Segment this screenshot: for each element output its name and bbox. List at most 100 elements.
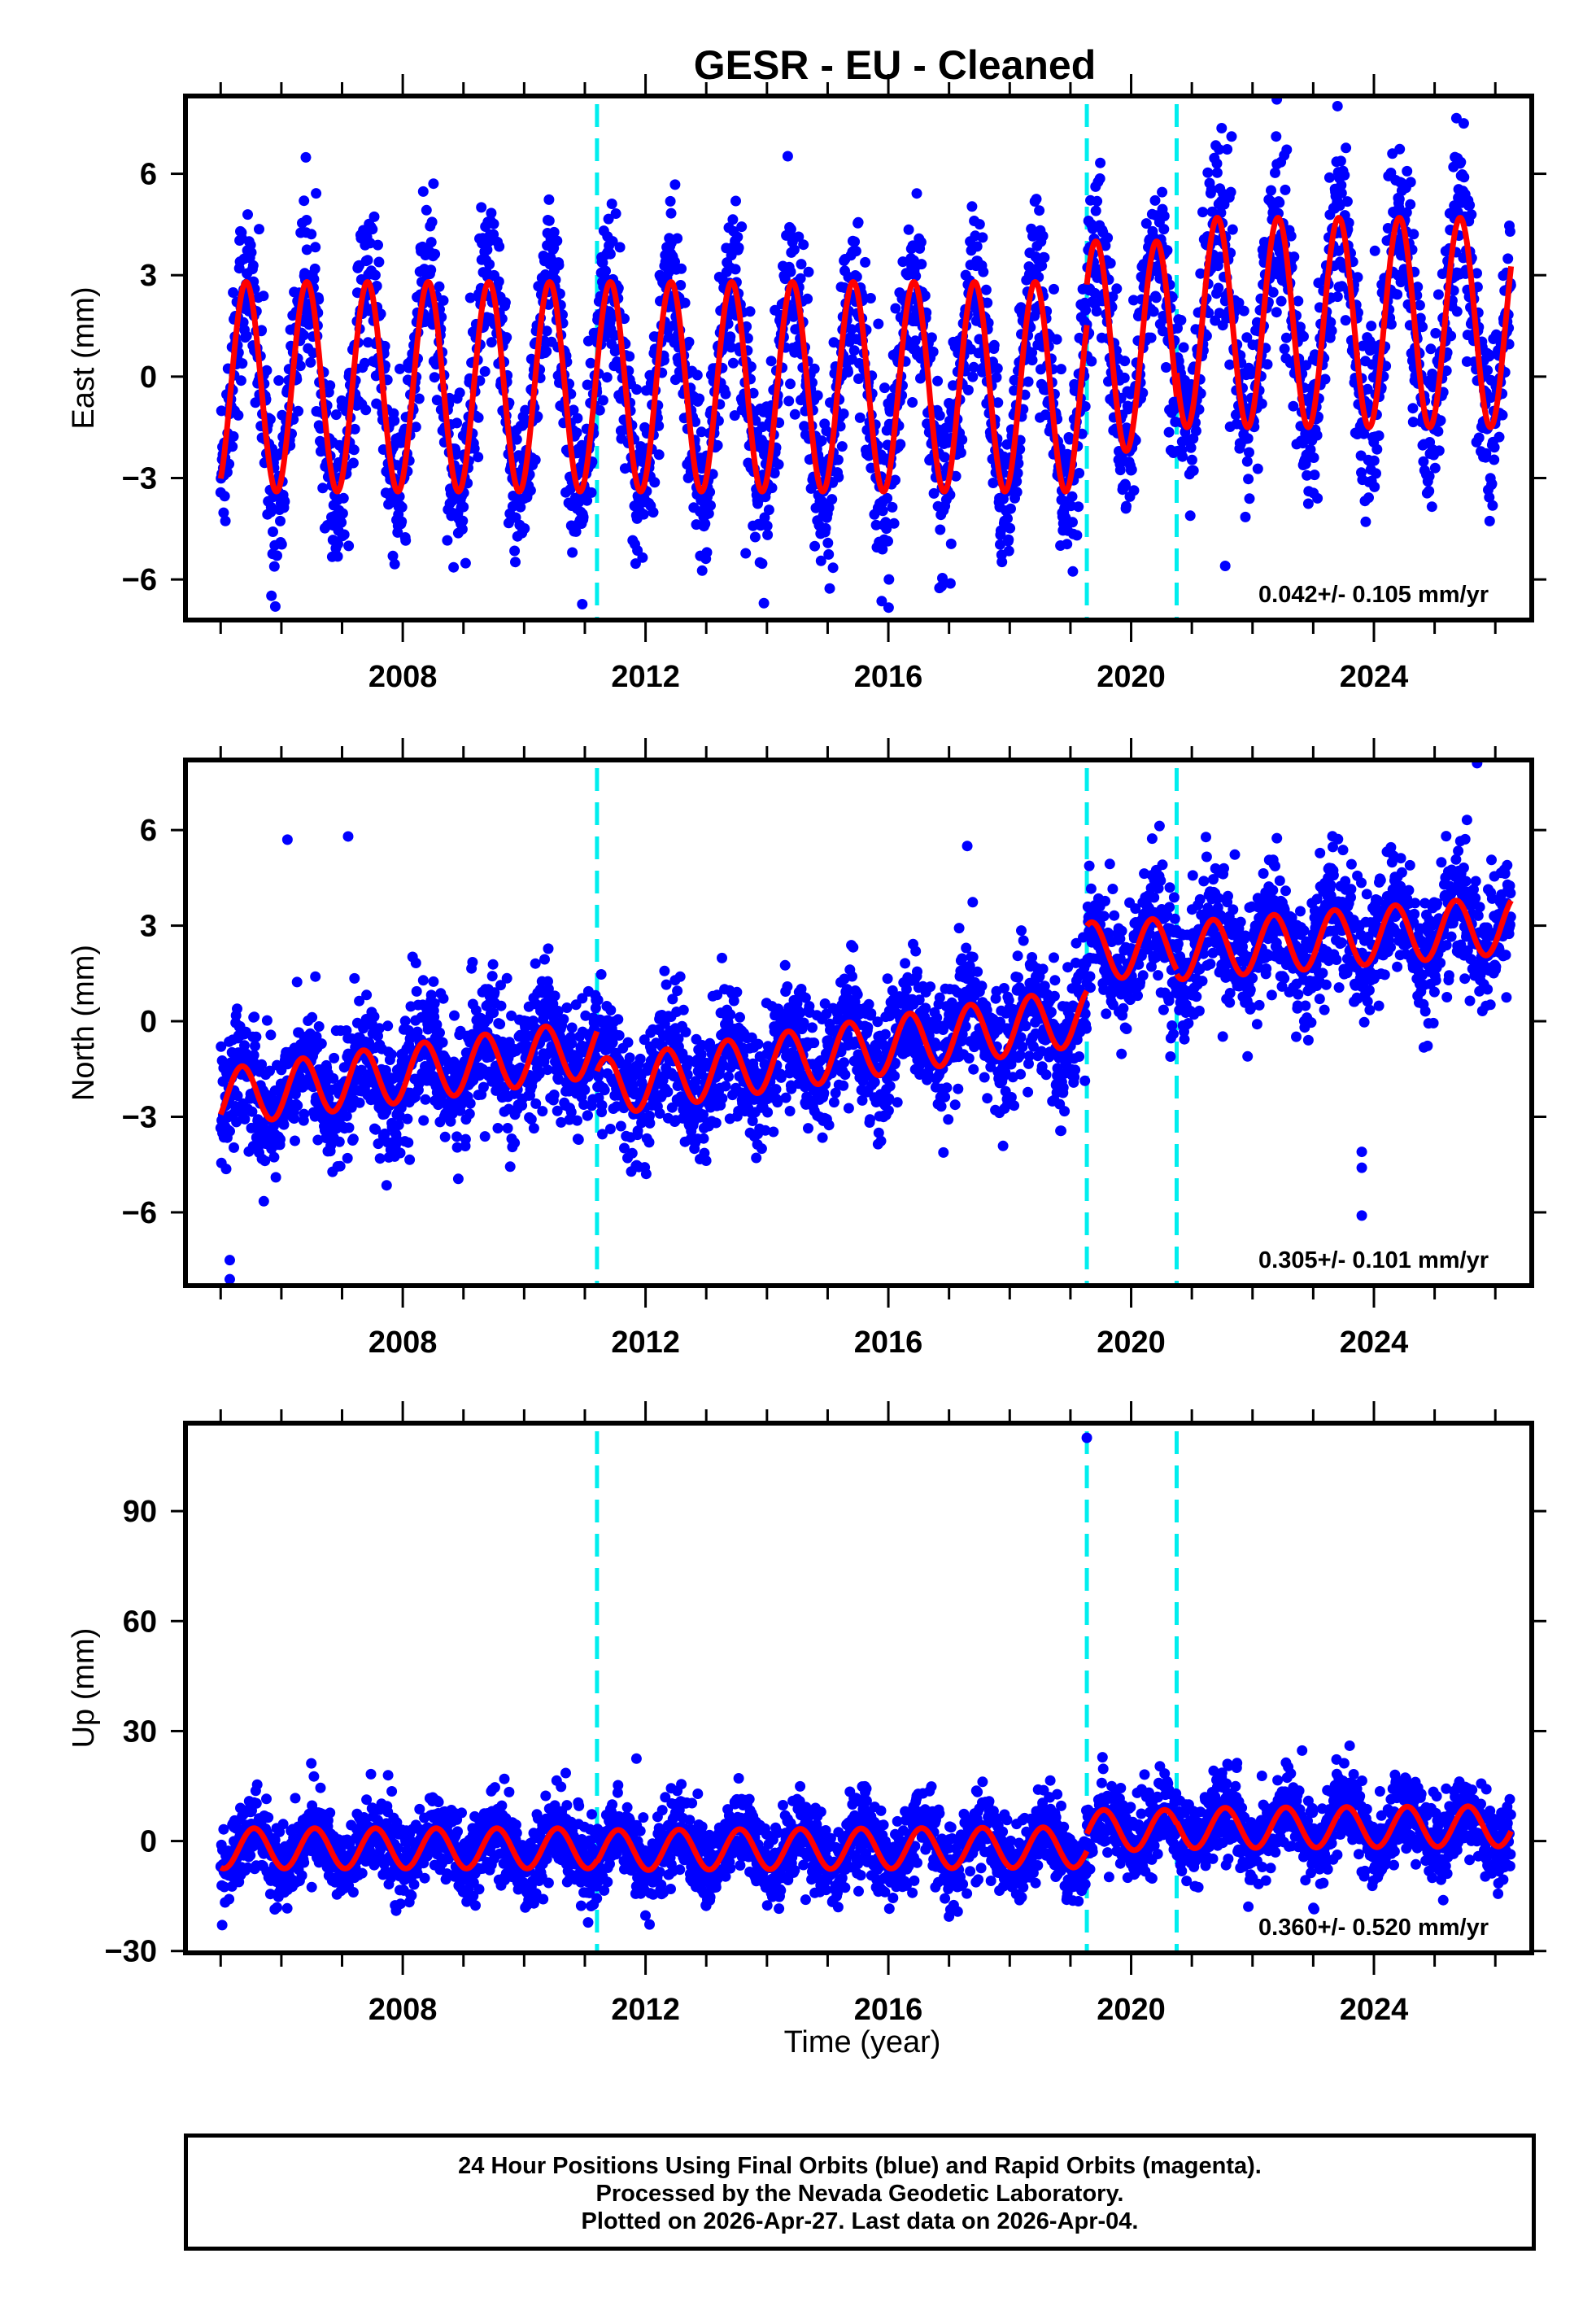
- data-point: [305, 356, 316, 368]
- data-point: [729, 410, 740, 421]
- data-point: [789, 408, 800, 420]
- data-point: [228, 287, 239, 298]
- x-tick-label: 2012: [611, 660, 680, 694]
- data-point: [696, 565, 708, 576]
- data-point: [640, 1168, 652, 1180]
- data-point: [396, 516, 408, 527]
- data-point: [410, 421, 421, 433]
- data-point: [1073, 501, 1084, 513]
- data-point: [1202, 167, 1214, 178]
- data-point: [438, 295, 449, 306]
- data-point: [548, 1090, 560, 1100]
- data-point: [939, 452, 950, 463]
- data-point: [873, 318, 884, 330]
- data-point: [1363, 492, 1374, 504]
- data-point: [464, 292, 476, 304]
- data-point: [1385, 319, 1397, 330]
- data-point: [452, 1173, 464, 1185]
- data-point: [1126, 464, 1137, 475]
- data-point: [451, 417, 463, 429]
- data-point: [1094, 173, 1105, 184]
- data-point: [877, 505, 888, 517]
- data-point: [235, 375, 246, 387]
- data-point: [809, 363, 820, 374]
- data-point: [622, 1037, 634, 1048]
- data-point: [261, 1015, 273, 1026]
- data-point: [1267, 286, 1279, 298]
- data-point: [442, 535, 453, 546]
- data-point: [1459, 172, 1470, 183]
- data-point: [309, 263, 321, 274]
- data-point: [1213, 282, 1224, 294]
- data-point: [300, 151, 312, 163]
- data-point: [220, 515, 231, 526]
- y-axis-label-east: East (mm): [67, 286, 101, 429]
- data-point: [1049, 283, 1059, 295]
- data-point: [1086, 356, 1097, 367]
- data-point: [704, 487, 716, 498]
- data-point: [1262, 359, 1273, 370]
- data-point: [1373, 430, 1385, 441]
- data-point: [762, 529, 774, 540]
- data-point: [337, 508, 348, 519]
- data-point: [1150, 292, 1162, 304]
- data-point: [1095, 157, 1106, 168]
- data-point: [720, 388, 731, 400]
- data-point: [879, 382, 890, 394]
- data-point: [1335, 155, 1346, 167]
- data-point: [783, 395, 795, 407]
- data-point: [1455, 156, 1467, 168]
- data-point: [765, 356, 777, 367]
- x-tick-label: 2008: [368, 660, 438, 694]
- data-point: [473, 412, 484, 423]
- data-point: [793, 231, 805, 242]
- data-point: [796, 259, 807, 270]
- data-point: [634, 1053, 646, 1064]
- data-point: [827, 562, 839, 574]
- data-point: [749, 531, 761, 543]
- data-point: [367, 224, 378, 235]
- data-point: [1027, 355, 1038, 366]
- y-tick-label: 3: [140, 259, 157, 293]
- outlier-point: [1332, 100, 1343, 111]
- data-point: [1226, 131, 1237, 142]
- data-point: [1274, 197, 1285, 208]
- data-point: [966, 201, 978, 212]
- data-point: [434, 281, 445, 292]
- data-point: [338, 529, 350, 540]
- data-point: [362, 255, 373, 266]
- data-point: [599, 1085, 610, 1096]
- data-point: [404, 1154, 416, 1165]
- data-point: [659, 965, 670, 976]
- data-point: [1067, 517, 1078, 528]
- data-point: [473, 452, 484, 463]
- data-point: [678, 1004, 689, 1015]
- data-point: [293, 405, 304, 417]
- data-point: [343, 540, 355, 552]
- data-point: [417, 186, 429, 197]
- data-point: [850, 246, 861, 257]
- data-point: [1211, 167, 1223, 178]
- data-point: [386, 1049, 397, 1060]
- data-point: [1243, 474, 1254, 485]
- data-point: [265, 1029, 277, 1041]
- data-point: [615, 1120, 626, 1132]
- data-point: [603, 213, 614, 225]
- data-point: [700, 518, 711, 530]
- data-point: [561, 1002, 573, 1013]
- data-point: [1308, 452, 1319, 463]
- data-point: [329, 1052, 340, 1063]
- data-point: [553, 260, 565, 271]
- data-point: [258, 1195, 269, 1207]
- data-point: [1502, 253, 1514, 264]
- data-point: [373, 256, 385, 268]
- data-point: [848, 345, 860, 356]
- data-point: [665, 195, 676, 207]
- data-point: [395, 363, 405, 374]
- data-point: [926, 332, 937, 343]
- data-point: [249, 1011, 260, 1023]
- y-tick-label: 6: [140, 158, 157, 192]
- data-point: [276, 539, 287, 550]
- data-point: [1157, 186, 1168, 198]
